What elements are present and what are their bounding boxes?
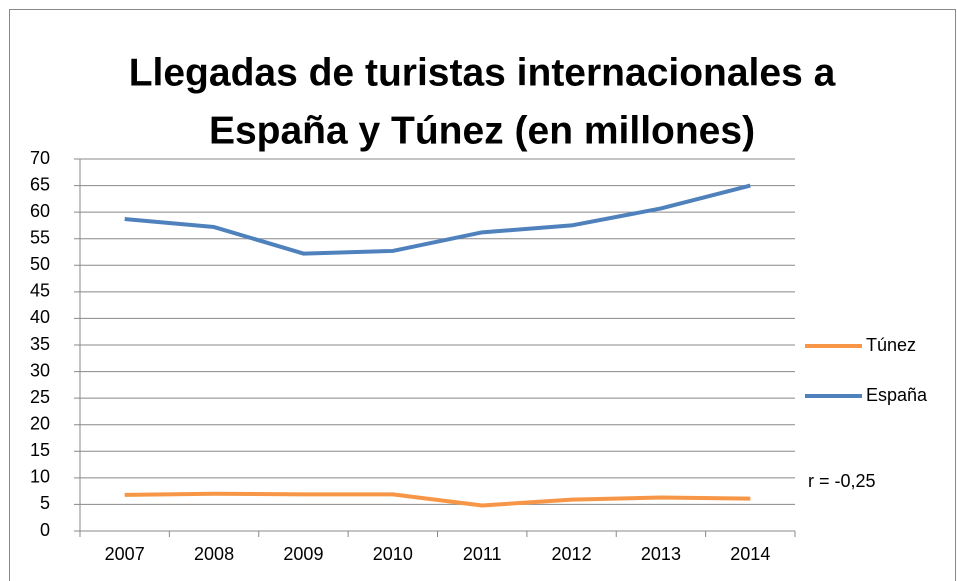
y-tick-label: 55 bbox=[30, 227, 50, 247]
x-tick-label: 2009 bbox=[283, 544, 323, 564]
x-tick-label: 2007 bbox=[105, 544, 145, 564]
line-series bbox=[124, 183, 751, 256]
y-tick-label: 65 bbox=[30, 174, 50, 194]
annotation: r = -0,25 bbox=[808, 471, 876, 491]
chart-title: España y Túnez (en millones) bbox=[209, 109, 755, 152]
y-tick-label: 0 bbox=[40, 520, 50, 540]
y-tick-label: 20 bbox=[30, 413, 50, 433]
y-tick-label: 60 bbox=[30, 201, 50, 221]
y-tick-label: 50 bbox=[30, 254, 50, 274]
line-series bbox=[124, 491, 751, 508]
legend-label: España bbox=[866, 385, 928, 405]
x-tick-label: 2014 bbox=[730, 544, 770, 564]
y-tick-label: 40 bbox=[30, 307, 50, 327]
y-tick-label: 10 bbox=[30, 467, 50, 487]
legend-label: Túnez bbox=[866, 335, 916, 355]
y-tick-label: 5 bbox=[40, 493, 50, 513]
y-tick-label: 35 bbox=[30, 334, 50, 354]
x-tick-label: 2013 bbox=[641, 544, 681, 564]
y-tick-label: 15 bbox=[30, 440, 50, 460]
x-tick-label: 2010 bbox=[373, 544, 413, 564]
x-tick-label: 2008 bbox=[194, 544, 234, 564]
chart-border bbox=[9, 9, 956, 581]
x-tick-label: 2012 bbox=[552, 544, 592, 564]
y-tick-label: 30 bbox=[30, 360, 50, 380]
chart-title: Llegadas de turistas internacionales a bbox=[129, 51, 836, 94]
y-tick-label: 45 bbox=[30, 281, 50, 301]
x-tick-label: 2011 bbox=[463, 544, 502, 564]
y-tick-label: 70 bbox=[30, 148, 50, 168]
y-tick-label: 25 bbox=[30, 387, 50, 407]
